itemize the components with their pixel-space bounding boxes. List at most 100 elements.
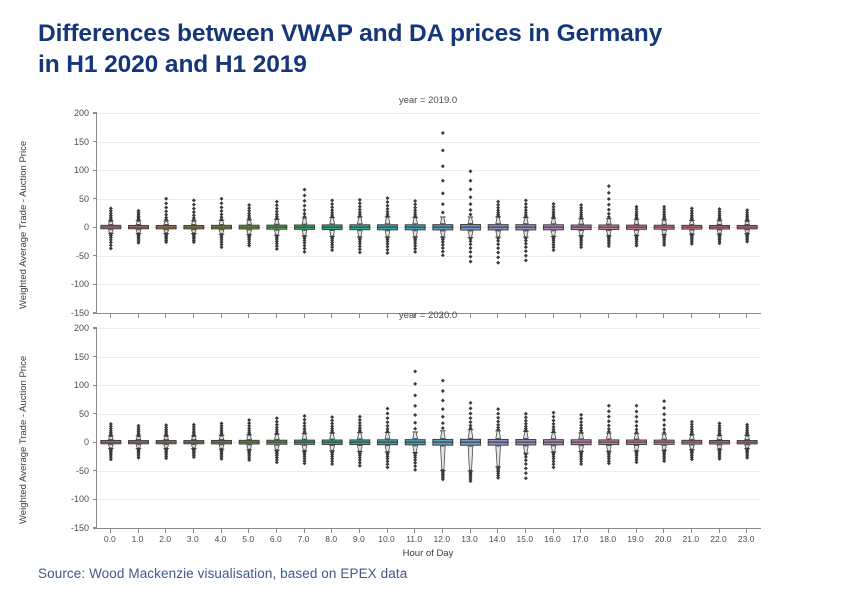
x-tick-mark bbox=[358, 314, 361, 318]
outlier-point bbox=[634, 423, 639, 428]
gridline bbox=[97, 141, 761, 143]
y-tick-label: 150 bbox=[73, 351, 89, 362]
outlier-point bbox=[523, 238, 528, 243]
outlier-point bbox=[634, 403, 639, 408]
outlier-point bbox=[496, 427, 501, 432]
outlier-point bbox=[330, 421, 335, 426]
outlier-point bbox=[662, 422, 667, 427]
x-tick-mark bbox=[303, 529, 305, 533]
outlier-point bbox=[717, 456, 722, 461]
outlier-point bbox=[302, 203, 307, 208]
x-tick-label: 7.0 bbox=[297, 534, 310, 544]
outlier-point bbox=[606, 403, 611, 408]
outlier-point bbox=[468, 202, 473, 207]
outlier-point bbox=[606, 409, 611, 414]
box-5.0 bbox=[238, 418, 260, 462]
outlier-point bbox=[496, 242, 501, 247]
outlier-point bbox=[579, 240, 584, 245]
outlier-point bbox=[330, 424, 335, 429]
outlier-point bbox=[440, 378, 445, 383]
y-tick-label: 200 bbox=[73, 108, 89, 118]
outlier-point bbox=[219, 205, 224, 210]
outlier-point bbox=[219, 209, 224, 214]
outlier-point bbox=[579, 423, 584, 428]
x-tick-mark bbox=[275, 529, 278, 533]
page-title-line-1: Differences between VWAP and DA prices i… bbox=[38, 20, 663, 47]
outlier-point bbox=[191, 213, 196, 218]
outlier-point bbox=[689, 455, 694, 460]
outlier-point bbox=[357, 426, 362, 431]
x-tick-mark bbox=[690, 314, 693, 318]
outlier-point bbox=[523, 198, 528, 203]
outlier-point bbox=[191, 217, 196, 222]
outlier-point bbox=[164, 212, 169, 217]
y-tick-label: 0 bbox=[83, 437, 89, 448]
outlier-point bbox=[274, 427, 279, 432]
outlier-point bbox=[274, 203, 279, 208]
x-tick-mark bbox=[441, 529, 444, 533]
outlier-point bbox=[606, 242, 611, 247]
x-tick-label: 4.0 bbox=[214, 534, 227, 544]
outlier-point bbox=[606, 202, 611, 207]
outlier-point bbox=[717, 241, 722, 246]
gridline bbox=[97, 255, 761, 257]
outlier-point bbox=[413, 243, 418, 248]
outlier-point bbox=[662, 405, 667, 410]
outlier-point bbox=[413, 455, 418, 460]
x-tick-label: 6.0 bbox=[269, 534, 282, 544]
outlier-point bbox=[108, 457, 113, 462]
x-tick-label: 9.0 bbox=[352, 534, 365, 544]
outlier-point bbox=[662, 412, 667, 417]
x-tick-mark bbox=[635, 314, 637, 318]
outlier-point bbox=[468, 250, 473, 255]
outlier-point bbox=[579, 428, 584, 433]
outlier-point bbox=[330, 242, 335, 247]
outlier-point bbox=[330, 459, 335, 464]
y-tick-label: -50 bbox=[75, 465, 89, 476]
outlier-point bbox=[523, 245, 528, 250]
outlier-point bbox=[302, 246, 307, 251]
outlier-point bbox=[385, 200, 390, 205]
y-tick-mark bbox=[93, 283, 97, 286]
outlier-point bbox=[330, 240, 335, 245]
outlier-point bbox=[551, 418, 556, 423]
outlier-point bbox=[219, 237, 224, 242]
box-19.0 bbox=[626, 403, 647, 465]
box-2.0 bbox=[155, 423, 177, 461]
outlier-point bbox=[496, 199, 501, 204]
outlier-point bbox=[662, 417, 667, 422]
box-8.0 bbox=[321, 198, 343, 253]
outlier-point bbox=[164, 240, 169, 245]
y-axis-label: Weighted Average Trade - Auction Price bbox=[18, 355, 29, 524]
outlier-point bbox=[191, 427, 196, 432]
gridline bbox=[97, 442, 761, 444]
outlier-point bbox=[551, 238, 556, 243]
outlier-point bbox=[357, 247, 362, 252]
outlier-point bbox=[468, 245, 473, 250]
outlier-point bbox=[330, 248, 335, 253]
gridline bbox=[97, 284, 761, 286]
outlier-point bbox=[496, 471, 501, 476]
x-tick-mark bbox=[524, 314, 527, 318]
outlier-point bbox=[357, 460, 362, 465]
outlier-point bbox=[302, 454, 307, 459]
x-tick-label: 10.0 bbox=[378, 534, 395, 544]
outlier-point bbox=[413, 453, 418, 458]
x-tick-mark bbox=[220, 529, 222, 533]
outlier-point bbox=[523, 212, 528, 217]
x-tick-label: 13.0 bbox=[461, 534, 478, 544]
box-9.0 bbox=[349, 197, 371, 255]
outlier-point bbox=[413, 249, 418, 254]
outlier-point bbox=[302, 198, 307, 203]
x-tick-label: 20.0 bbox=[654, 534, 672, 544]
outlier-point bbox=[523, 452, 528, 457]
outlier-point bbox=[136, 210, 141, 215]
outlier-point bbox=[496, 205, 501, 210]
outlier-point bbox=[191, 206, 196, 211]
x-tick-mark bbox=[303, 314, 305, 318]
outlier-point bbox=[330, 415, 335, 420]
box-20.0 bbox=[653, 399, 675, 464]
box-4.0 bbox=[211, 421, 232, 461]
chart-figure: year = 2019.0 200 150 100 50 0 -50 -100 -150 Weig… bbox=[0, 95, 867, 559]
outlier-point bbox=[606, 461, 611, 466]
